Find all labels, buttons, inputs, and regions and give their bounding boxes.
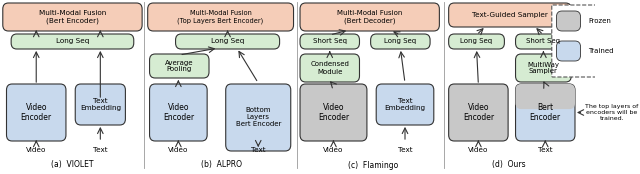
Text: Average
Pooling: Average Pooling: [165, 60, 193, 73]
Text: Text
Embedding: Text Embedding: [80, 98, 121, 111]
Text: Long Seq: Long Seq: [384, 38, 417, 45]
FancyBboxPatch shape: [148, 3, 294, 31]
FancyBboxPatch shape: [516, 84, 575, 141]
Text: Condensed
Module: Condensed Module: [310, 61, 349, 74]
FancyBboxPatch shape: [300, 54, 360, 82]
Text: (c)  Flamingo: (c) Flamingo: [348, 160, 399, 169]
Text: Text: Text: [538, 147, 552, 153]
Text: Long Seq: Long Seq: [56, 38, 89, 45]
Text: (a)  VIOLET: (a) VIOLET: [51, 160, 93, 169]
FancyBboxPatch shape: [226, 84, 291, 151]
Text: Multi-Modal Fusion
(Top Layers Bert Encoder): Multi-Modal Fusion (Top Layers Bert Enco…: [177, 10, 264, 24]
Text: The top layers of
encoders will be
trained.: The top layers of encoders will be train…: [585, 104, 639, 121]
Text: Video
Encoder: Video Encoder: [20, 103, 52, 122]
FancyBboxPatch shape: [300, 3, 440, 31]
Text: Video: Video: [323, 147, 344, 153]
FancyBboxPatch shape: [3, 3, 142, 31]
FancyBboxPatch shape: [516, 54, 572, 82]
FancyBboxPatch shape: [150, 54, 209, 78]
Text: Video: Video: [26, 147, 47, 153]
Text: Bert
Encoder: Bert Encoder: [530, 103, 561, 122]
FancyBboxPatch shape: [6, 84, 66, 141]
Text: Text
Embedding: Text Embedding: [385, 98, 426, 111]
Text: Text: Text: [251, 147, 266, 153]
Text: Frozen: Frozen: [588, 18, 611, 24]
FancyBboxPatch shape: [76, 84, 125, 125]
Text: Video: Video: [468, 147, 488, 153]
Text: Multi-Modal Fusion
(Bert Encoder): Multi-Modal Fusion (Bert Encoder): [39, 10, 106, 24]
Text: Video
Encoder: Video Encoder: [318, 103, 349, 122]
Text: Multi-Modal Fusion
(Bert Decoder): Multi-Modal Fusion (Bert Decoder): [337, 10, 403, 24]
FancyBboxPatch shape: [556, 41, 580, 61]
Text: Text: Text: [93, 147, 108, 153]
Text: MultiWay
Sampler: MultiWay Sampler: [527, 61, 559, 74]
Text: Text-Guided Sampler: Text-Guided Sampler: [472, 12, 548, 18]
Text: Bottom
Layers
Bert Encoder: Bottom Layers Bert Encoder: [236, 108, 281, 128]
Text: Video
Encoder: Video Encoder: [463, 103, 494, 122]
Text: Video: Video: [168, 147, 189, 153]
FancyBboxPatch shape: [556, 11, 580, 31]
FancyBboxPatch shape: [449, 34, 504, 49]
Text: Short Seq: Short Seq: [527, 38, 561, 45]
FancyBboxPatch shape: [516, 34, 572, 49]
FancyBboxPatch shape: [376, 84, 434, 125]
FancyBboxPatch shape: [371, 34, 430, 49]
FancyBboxPatch shape: [449, 3, 572, 27]
Text: (d)  Ours: (d) Ours: [492, 160, 526, 169]
Text: Long Seq: Long Seq: [460, 38, 493, 45]
FancyBboxPatch shape: [150, 84, 207, 141]
Text: (b)  ALPRO: (b) ALPRO: [200, 160, 241, 169]
Text: Trained: Trained: [588, 48, 614, 54]
FancyBboxPatch shape: [300, 34, 360, 49]
Text: Video
Encoder: Video Encoder: [163, 103, 194, 122]
FancyBboxPatch shape: [175, 34, 280, 49]
FancyBboxPatch shape: [516, 84, 575, 109]
Text: Long Seq: Long Seq: [211, 38, 244, 45]
FancyBboxPatch shape: [11, 34, 134, 49]
FancyBboxPatch shape: [449, 84, 508, 141]
FancyBboxPatch shape: [300, 84, 367, 141]
Text: Text: Text: [397, 147, 412, 153]
FancyBboxPatch shape: [552, 5, 619, 77]
Text: Short Seq: Short Seq: [313, 38, 347, 45]
